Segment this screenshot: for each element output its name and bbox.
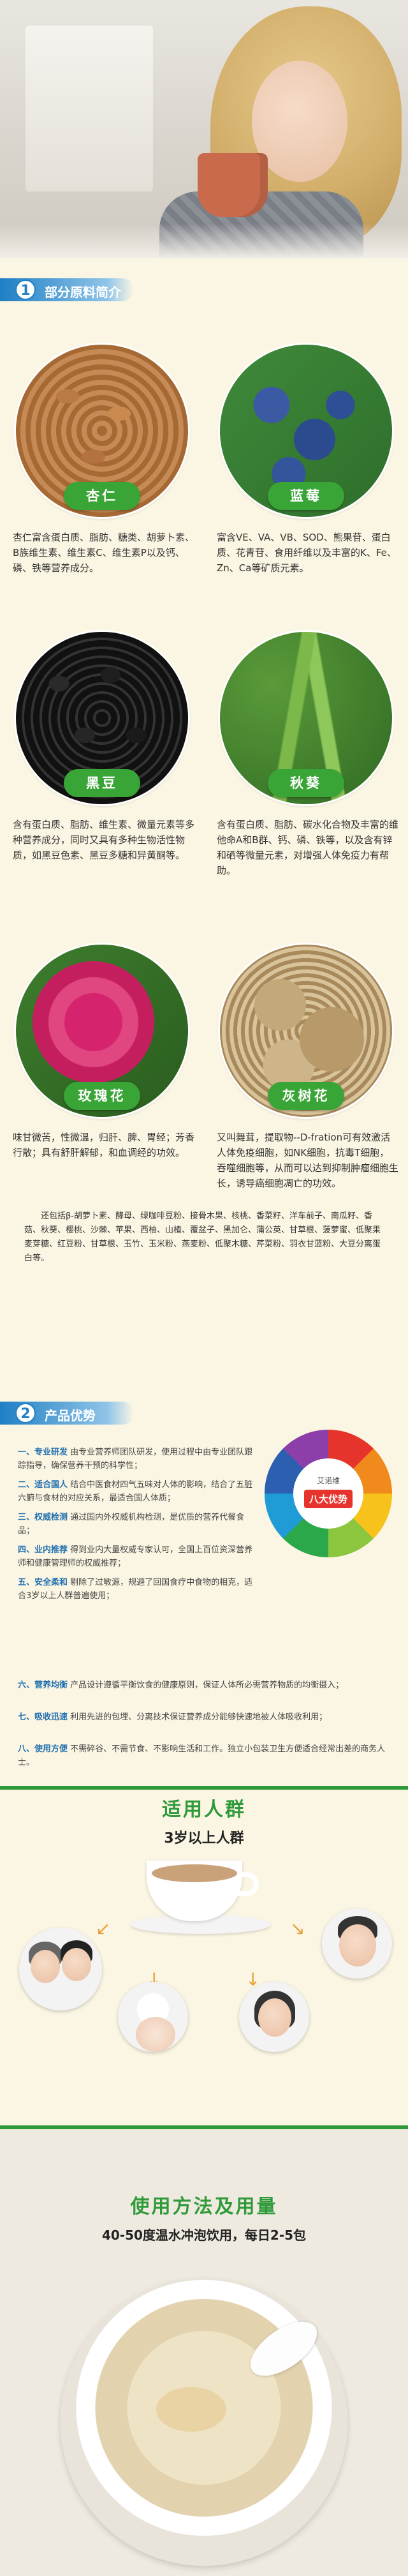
advantage-text: 结合中医食材四气五味对人体的影响，结合了五脏六腑与食材的对应关系，最适合国人体质…: [18, 1480, 253, 1503]
hero-fade: [0, 223, 408, 258]
ingredient-label: 秋葵: [268, 769, 344, 797]
advantage-text: 利用先进的包埋、分离技术保证营养成分能够快速地被人体吸收利用；: [70, 1712, 328, 1722]
divider-stripe: [0, 1786, 408, 1790]
ingredient-almond: 杏仁: [16, 345, 188, 517]
advantage-text: 产品设计遵循平衡饮食的健康原则，保证人体所必需营养物质的均衡摄入；: [70, 1681, 344, 1690]
ingredient-okra: 秋葵: [220, 632, 392, 804]
hero-mug: [198, 153, 268, 217]
ingredient-label: 黑豆: [64, 769, 140, 797]
drink-bowl-photo: [61, 2279, 347, 2566]
divider-stripe: [0, 2125, 408, 2129]
advantage-key: 一、专业研发: [18, 1448, 68, 1457]
advantage-item: 七、吸收迅速 利用先进的包埋、分离技术保证营养成分能够快速地被人体吸收利用；: [18, 1711, 394, 1724]
advantage-key: 四、业内推荐: [18, 1545, 68, 1555]
advantage-item: 四、业内推荐 得到业内大量权威专家认可，全国上百位资深营养师和健康管理师的权威推…: [18, 1543, 254, 1570]
ingredient-rose: 玫瑰花: [16, 945, 188, 1117]
ingredient-blueberry: 蓝莓: [220, 345, 392, 517]
section-title: 部分原料简介: [45, 285, 121, 300]
other-ingredients: 还包括β-胡萝卜素、酵母、绿咖啡豆粉、接骨木果、核桃、香菜籽、洋车前子、南瓜籽、…: [24, 1211, 381, 1263]
ingredient-desc: 又叫舞茸，提取物--D-fration可有效激活人体免疫细胞，如NK细胞，抗毒T…: [217, 1132, 399, 1189]
advantage-text: 通过国内外权威机构检测，是优质的营养代餐食品；: [18, 1513, 245, 1536]
advantage-text: 剔除了过敏源，规避了回国食疗中食物的相克，适合3岁以上人群普遍使用；: [18, 1578, 253, 1601]
population-subtitle: 3岁以上人群: [164, 1831, 244, 1846]
advantage-key: 八、使用方便: [18, 1744, 68, 1754]
advantage-item: 二、适合国人 结合中医食材四气五味对人体的影响，结合了五脏六腑与食材的对应关系，…: [18, 1478, 254, 1505]
advantage-key: 三、权威检测: [18, 1513, 68, 1522]
advantages-list: 一、专业研发 由专业营养师团队研发，使用过程中由专业团队跟踪指导，确保营养干预的…: [18, 1446, 254, 1608]
pregnant-woman-photo: [118, 1982, 188, 2052]
ingredient-black-bean: 黑豆: [16, 632, 188, 804]
ingredient-label: 蓝莓: [268, 482, 344, 510]
section-number: 1: [15, 280, 36, 300]
wheel-label: 八大优势: [303, 1490, 353, 1508]
elderly-couple-photo: [19, 1928, 102, 2011]
ingredient-maitake: 灰树花: [220, 945, 392, 1117]
advantage-item: 六、营养均衡 产品设计遵循平衡饮食的健康原则，保证人体所必需营养物质的均衡摄入；: [18, 1679, 394, 1692]
advantage-item: 三、权威检测 通过国内外权威机构检测，是优质的营养代餐食品；: [18, 1511, 254, 1538]
ingredient-desc: 味甘微苦，性微温，归肝、脾、胃经；芳香行散；具有舒肝解郁，和血调经的功效。: [13, 1132, 195, 1158]
advantage-item: 五、安全柔和 剔除了过敏源，规避了回国食疗中食物的相克，适合3岁以上人群普遍使用…: [18, 1576, 254, 1603]
population-title: 适用人群: [162, 1799, 246, 1821]
advantage-key: 七、吸收迅速: [18, 1712, 68, 1722]
section-header-ingredients: 1 部分原料简介: [0, 274, 408, 305]
advantage-key: 六、营养均衡: [18, 1681, 68, 1690]
powder: [156, 2387, 226, 2432]
ingredient-desc: 杏仁富含蛋白质、脂肪、糖类、胡萝卜素、B族维生素、维生素C、维生素P以及钙、磷、…: [13, 532, 195, 574]
advantage-item: 一、专业研发 由专业营养师团队研发，使用过程中由专业团队跟踪指导，确保营养干预的…: [18, 1446, 254, 1472]
curved-arrow-icon: ↘: [290, 1918, 305, 1939]
hero-image: [0, 0, 408, 258]
woman-photo: [239, 1982, 309, 2052]
curved-arrow-icon: ↓: [245, 1969, 261, 1990]
advantage-text: 不需碎谷、不需节食、不影响生活和工作。独立小包装卫生方便适合经常出差的商务人士。: [18, 1744, 386, 1767]
section-header-advantages: 2 产品优势: [0, 1398, 408, 1428]
ingredient-label: 玫瑰花: [64, 1082, 140, 1110]
curved-arrow-icon: ↙: [96, 1918, 111, 1939]
ingredient-label: 灰树花: [268, 1082, 344, 1110]
advantage-text: 由专业营养师团队研发，使用过程中由专业团队跟踪指导，确保营养干预的科学性；: [18, 1448, 253, 1471]
ingredient-desc: 含有蛋白质、脂肪、碳水化合物及丰富的维他命A和B群、钙、磷、铁等，以及含有锌和硒…: [217, 819, 399, 876]
ingredient-desc: 富含VE、VA、VB、SOD、熊果苷、蛋白质、花青苷、食用纤维以及丰富的K、Fe…: [217, 532, 397, 574]
cup-handle: [237, 1872, 259, 1896]
section-number: 2: [15, 1403, 36, 1423]
hero-woman-face: [252, 61, 347, 182]
coffee-cup: [147, 1861, 259, 1921]
advantage-item: 八、使用方便 不需碎谷、不需节食、不影响生活和工作。独立小包装卫生方便适合经常出…: [18, 1742, 394, 1769]
advantage-text: 得到业内大量权威专家认可，全国上百位资深营养师和健康管理师的权威推荐；: [18, 1545, 253, 1568]
ingredient-desc: 含有蛋白质、脂肪、维生素、微量元素等多种营养成分，同时又具有多种生物活性物质，如…: [13, 819, 195, 861]
usage-subtitle: 40-50度温水冲泡饮用，每日2-5包: [101, 2228, 307, 2243]
wheel-hub: 艾诺维 八大优势: [293, 1458, 363, 1529]
advantage-key: 二、适合国人: [18, 1480, 68, 1490]
usage-title: 使用方法及用量: [130, 2196, 278, 2218]
eight-advantages-wheel: 艾诺维 八大优势: [265, 1430, 392, 1557]
section-title: 产品优势: [45, 1408, 96, 1423]
coffee-surface: [152, 1864, 237, 1882]
advantage-key: 五、安全柔和: [18, 1578, 68, 1587]
hero-window: [26, 26, 153, 191]
child-photo: [322, 1908, 392, 1979]
ingredient-label: 杏仁: [64, 482, 140, 510]
wheel-brand: 艾诺维: [316, 1476, 340, 1485]
